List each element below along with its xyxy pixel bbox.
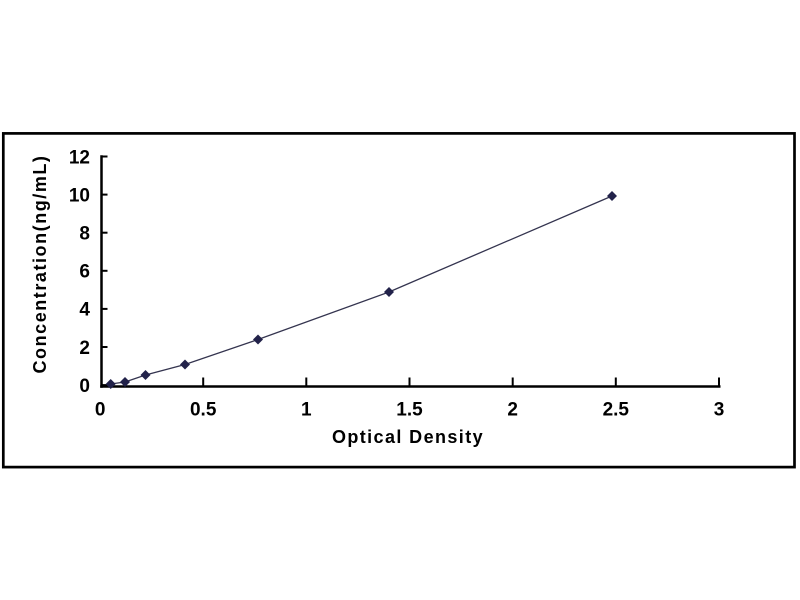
- svg-text:3: 3: [714, 399, 725, 420]
- svg-text:0: 0: [95, 399, 106, 420]
- svg-text:0: 0: [79, 376, 90, 397]
- svg-text:12: 12: [69, 147, 90, 168]
- svg-text:8: 8: [79, 224, 90, 245]
- svg-text:1.5: 1.5: [396, 399, 423, 420]
- svg-text:10: 10: [69, 185, 90, 206]
- svg-text:Optical Density: Optical Density: [332, 427, 484, 447]
- svg-text:2: 2: [507, 399, 518, 420]
- svg-text:6: 6: [79, 262, 90, 283]
- svg-text:0.5: 0.5: [190, 399, 217, 420]
- svg-text:4: 4: [79, 300, 90, 321]
- svg-text:1: 1: [301, 399, 312, 420]
- svg-text:2.5: 2.5: [603, 399, 630, 420]
- svg-text:Concentration(ng/mL): Concentration(ng/mL): [30, 155, 50, 374]
- svg-text:2: 2: [79, 338, 90, 359]
